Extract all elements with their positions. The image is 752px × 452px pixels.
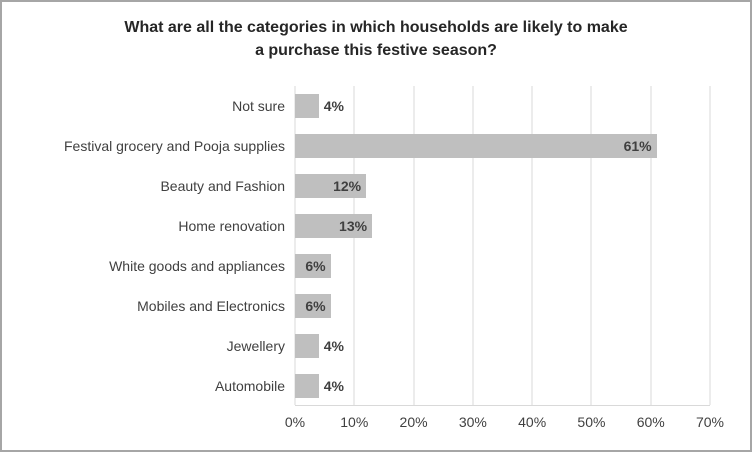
bar-track: 4%: [295, 86, 710, 126]
category-label: Festival grocery and Pooja supplies: [63, 138, 285, 154]
category-label: Jewellery: [226, 338, 285, 354]
chart-title-line-1: What are all the categories in which hou…: [124, 19, 628, 36]
bar: 61%: [295, 134, 657, 158]
chart-row: Home renovation 13%: [2, 206, 750, 246]
chart-row: Jewellery 4%: [2, 326, 750, 366]
bar: 13%: [295, 214, 373, 238]
bar: 6%: [295, 254, 331, 278]
x-tick-label: 30%: [458, 414, 487, 430]
bar-track: 6%: [295, 246, 710, 286]
chart-row: White goods and appliances 6%: [2, 246, 750, 286]
bar-value-label: 4%: [323, 338, 344, 354]
x-tick-label: 0%: [284, 414, 306, 430]
bar-value-label: 13%: [339, 218, 368, 234]
bar-track: 61%: [295, 126, 710, 166]
bar: 4%: [295, 334, 344, 358]
bar-track: 13%: [295, 206, 710, 246]
chart-row: Not sure 4%: [2, 86, 750, 126]
bar: 6%: [295, 294, 331, 318]
bar: 4%: [295, 94, 344, 118]
x-tick-label: 50%: [577, 414, 606, 430]
bar-value-label: 6%: [305, 258, 326, 274]
chart-title-line-2: a purchase this festive season?: [255, 42, 497, 59]
bar-track: 4%: [295, 326, 710, 366]
chart-row: Mobiles and Electronics 6%: [2, 286, 750, 326]
x-tick-label: 70%: [695, 414, 725, 430]
category-label: Mobiles and Electronics: [137, 298, 285, 314]
bar: 12%: [295, 174, 367, 198]
bar-track: 6%: [295, 286, 710, 326]
x-tick-label: 10%: [340, 414, 369, 430]
x-tick-label: 60%: [636, 414, 665, 430]
bar-value-label: 4%: [323, 378, 344, 394]
category-label: White goods and appliances: [109, 258, 285, 274]
category-label: Not sure: [232, 98, 285, 114]
x-tick-label: 40%: [518, 414, 547, 430]
chart-row: Beauty and Fashion 12%: [2, 166, 750, 206]
chart-title: What are all the categories in which hou…: [2, 16, 750, 62]
bar-track: 12%: [295, 166, 710, 206]
bar-value-label: 6%: [305, 298, 326, 314]
chart-row: Automobile 4%: [2, 366, 750, 406]
bar-value-label: 4%: [323, 98, 344, 114]
bar-value-label: 61%: [623, 138, 652, 154]
category-label: Beauty and Fashion: [160, 178, 285, 194]
category-label: Automobile: [214, 378, 285, 394]
plot-area: Not sure 4% Festival grocery and Pooja sup…: [2, 86, 750, 406]
category-label: Home renovation: [178, 218, 285, 234]
bar-track: 4%: [295, 366, 710, 406]
bar: 4%: [295, 374, 344, 398]
x-tick-label: 20%: [399, 414, 428, 430]
bar-value-label: 12%: [333, 178, 362, 194]
chart-row: Festival grocery and Pooja supplies 61%: [2, 126, 750, 166]
x-axis: 0% 10% 20% 30% 40% 50% 60% 70%: [285, 410, 724, 438]
